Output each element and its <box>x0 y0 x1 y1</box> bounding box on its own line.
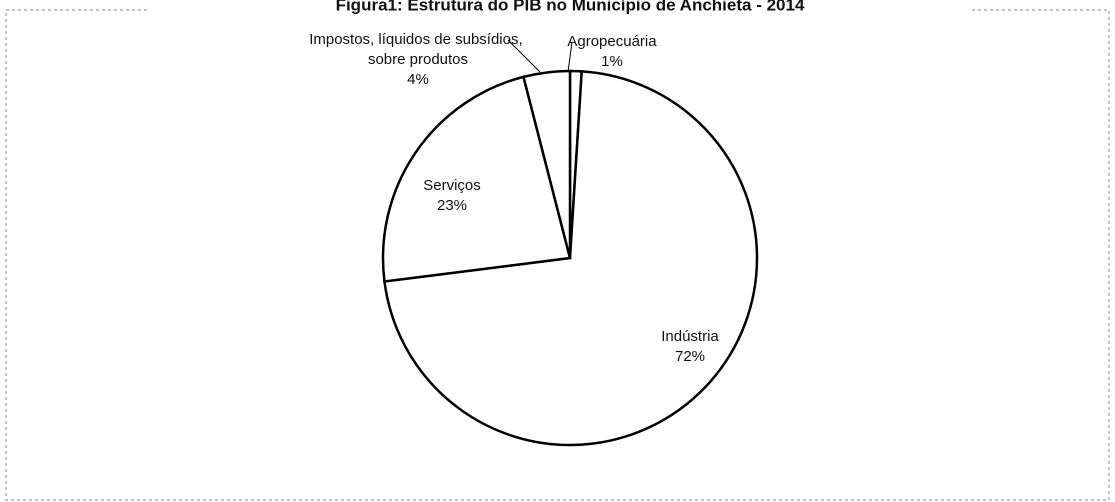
data-label-name: Serviços <box>423 177 481 194</box>
pie-slice <box>521 69 572 259</box>
chart-frame <box>5 9 1110 501</box>
pie-slice <box>381 75 572 283</box>
data-label-value: 4% <box>407 71 429 88</box>
data-label-value: 1% <box>601 53 623 70</box>
data-label-name: Agropecuária <box>567 33 657 50</box>
data-label-name: Indústria <box>661 328 719 345</box>
data-label-value: 72% <box>675 348 705 365</box>
title-backdrop <box>150 0 970 14</box>
data-label-value: 23% <box>437 197 467 214</box>
leader-line <box>507 39 541 73</box>
chart-title: Figura1: Estrutura do PIB no Município d… <box>336 0 805 14</box>
data-label-name: Impostos, líquidos de subsídios, sobre p… <box>309 31 527 68</box>
leader-line <box>567 41 573 73</box>
